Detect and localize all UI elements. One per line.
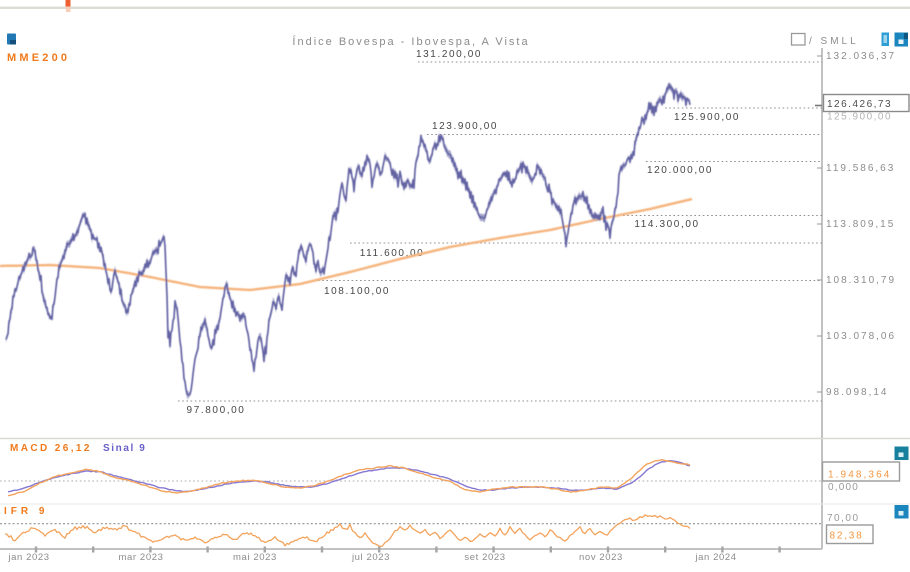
svg-text:120.000,00: 120.000,00 (647, 165, 713, 176)
svg-text:131.200,00: 131.200,00 (416, 49, 482, 60)
svg-text:mai 2023: mai 2023 (233, 552, 277, 563)
svg-text:set 2023: set 2023 (464, 552, 505, 563)
svg-text:mar 2023: mar 2023 (119, 552, 164, 563)
svg-text:jan 2024: jan 2024 (694, 552, 736, 563)
svg-text:/ SMLL: / SMLL (809, 36, 859, 47)
svg-text:MACD 26,12: MACD 26,12 (10, 443, 92, 454)
svg-text:108.100,00: 108.100,00 (324, 286, 390, 297)
svg-text:1.948,364: 1.948,364 (828, 470, 891, 481)
svg-text:132.036,37: 132.036,37 (826, 51, 896, 62)
svg-text:Sinal 9: Sinal 9 (103, 443, 146, 454)
svg-text:82,38: 82,38 (830, 531, 864, 542)
svg-text:123.900,00: 123.900,00 (432, 121, 498, 132)
svg-text:103.078,06: 103.078,06 (826, 331, 896, 342)
svg-text:125.900,00: 125.900,00 (827, 112, 892, 123)
svg-text:111.600,00: 111.600,00 (360, 248, 425, 259)
svg-text:125.900,00: 125.900,00 (674, 112, 740, 123)
svg-text:113.809,15: 113.809,15 (826, 219, 895, 230)
svg-text:jul 2023: jul 2023 (351, 552, 390, 563)
svg-text:98.098,14: 98.098,14 (826, 387, 889, 398)
svg-text:108.310,79: 108.310,79 (826, 275, 896, 286)
svg-text:126.426,73: 126.426,73 (827, 99, 892, 110)
svg-text:Índice Bovespa - Ibovespa, A V: Índice Bovespa - Ibovespa, A Vista (292, 35, 529, 48)
svg-text:70,00: 70,00 (827, 513, 860, 524)
svg-text:jan 2023: jan 2023 (7, 552, 49, 563)
svg-text:119.586,63: 119.586,63 (826, 163, 895, 174)
svg-text:nov 2023: nov 2023 (579, 552, 623, 563)
svg-text:0,000: 0,000 (828, 482, 859, 493)
svg-text:114.300,00: 114.300,00 (634, 219, 699, 230)
svg-text:IFR 9: IFR 9 (4, 506, 48, 517)
svg-text:MME200: MME200 (7, 52, 70, 64)
svg-text:97.800,00: 97.800,00 (187, 405, 246, 416)
